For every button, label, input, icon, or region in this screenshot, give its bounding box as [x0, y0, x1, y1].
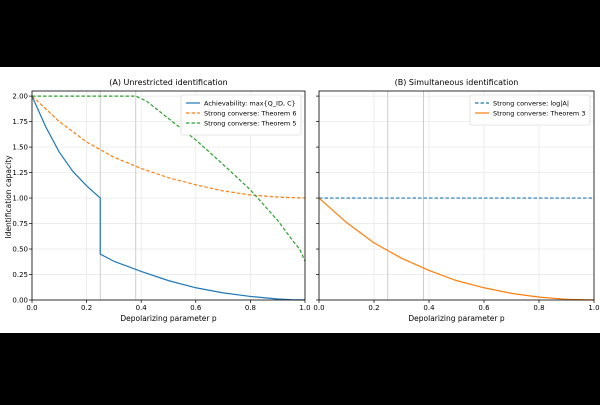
series-line-2	[318, 197, 595, 301]
series-line-1	[31, 95, 306, 301]
legend-label: Achievability: max{Q_ID, C}	[204, 100, 296, 108]
legend-label: Strong converse: Theorem 5	[204, 120, 296, 128]
plot-frame	[31, 90, 306, 301]
series-line-3	[32, 95, 306, 262]
y-tick-label: 1.50	[12, 144, 28, 152]
x-axis-label: Depolarizing parameter p	[408, 314, 504, 323]
series-line-2	[31, 95, 306, 199]
x-tick-label: 1.0	[299, 304, 310, 312]
panel-title: (B) Simultaneous identification	[395, 78, 519, 87]
grid	[318, 91, 595, 301]
panel-a: 0.0 0.2 0.4 0.6 0.8 1.0 0.00 0.25 0.50 0.75 1.00 1.…	[12, 78, 310, 323]
y-tick-label: 0.50	[12, 246, 28, 254]
y-tick-label: 0.75	[12, 220, 28, 228]
legend: Achievability: max{Q_ID, C} Strong conver…	[180, 94, 302, 136]
x-tick-label: 0.8	[533, 304, 544, 312]
x-tick-label: 0.4	[136, 304, 148, 312]
plot-frame	[318, 90, 595, 301]
y-tick-label: 1.25	[12, 169, 28, 177]
x-tick-label: 0.0	[313, 304, 324, 312]
x-tick-label: 0.2	[81, 304, 92, 312]
x-tick-label: 1.0	[588, 304, 599, 312]
legend: Strong converse: log|A| Strong converse: …	[469, 94, 591, 126]
x-axis-label: Depolarizing parameter p	[120, 314, 216, 323]
x-tick-label: 0.2	[368, 304, 379, 312]
y-tick-label: 2.00	[12, 93, 28, 101]
y-axis-label: Identification capacity	[4, 155, 13, 239]
panel-b: 0.0 0.2 0.4 0.6 0.8 1.0 (B) Simultaneous ident…	[313, 78, 599, 323]
y-tick-label: 1.00	[12, 195, 28, 203]
legend-box	[469, 94, 591, 126]
x-tick-label: 0.8	[245, 304, 256, 312]
legend-label: Strong converse: Theorem 6	[204, 110, 296, 118]
x-tick-label: 0.6	[478, 304, 490, 312]
y-tick-label: 1.75	[12, 118, 28, 126]
legend-label: Strong converse: Theorem 3	[493, 110, 585, 118]
panel-title: (A) Unrestricted identification	[109, 78, 227, 87]
x-tick-label: 0.0	[26, 304, 37, 312]
y-tick-label: 0.25	[12, 271, 28, 279]
legend-box	[180, 94, 302, 136]
y-tick-label: 0.00	[12, 297, 28, 305]
legend-label: Strong converse: log|A|	[493, 100, 569, 108]
x-tick-label: 0.4	[423, 304, 435, 312]
x-tick-label: 0.6	[190, 304, 202, 312]
